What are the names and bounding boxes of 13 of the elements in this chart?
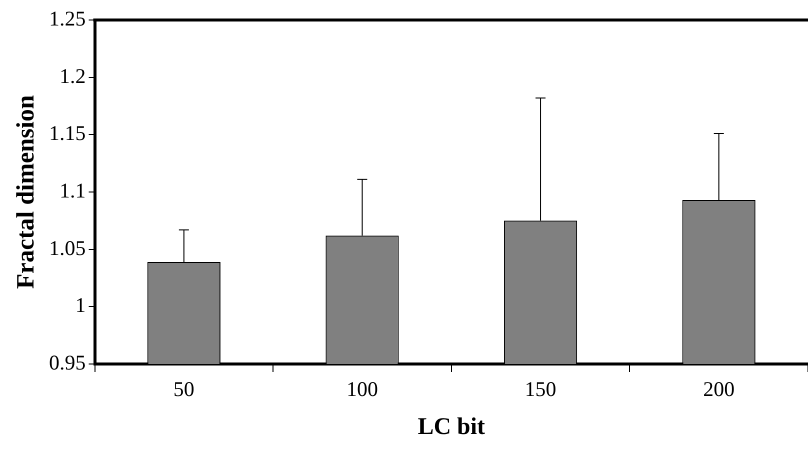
- y-tick-label: 0.95: [49, 350, 86, 375]
- y-tick-label: 1.25: [49, 6, 86, 31]
- x-axis-title: LC bit: [418, 414, 486, 440]
- x-tick-label: 100: [346, 377, 378, 402]
- y-tick-label: 1.2: [60, 64, 86, 88]
- x-tick-label: 150: [524, 377, 556, 402]
- y-tick-label: 1.1: [60, 178, 86, 203]
- y-axis-title: Fractal dimension: [12, 95, 40, 289]
- y-tick-label: 1: [75, 293, 86, 318]
- y-tick-label: 1.15: [49, 121, 86, 146]
- y-tick-label: 1.05: [49, 236, 86, 260]
- x-tick-label: 50: [173, 377, 194, 402]
- x-tick-label: 200: [703, 377, 735, 402]
